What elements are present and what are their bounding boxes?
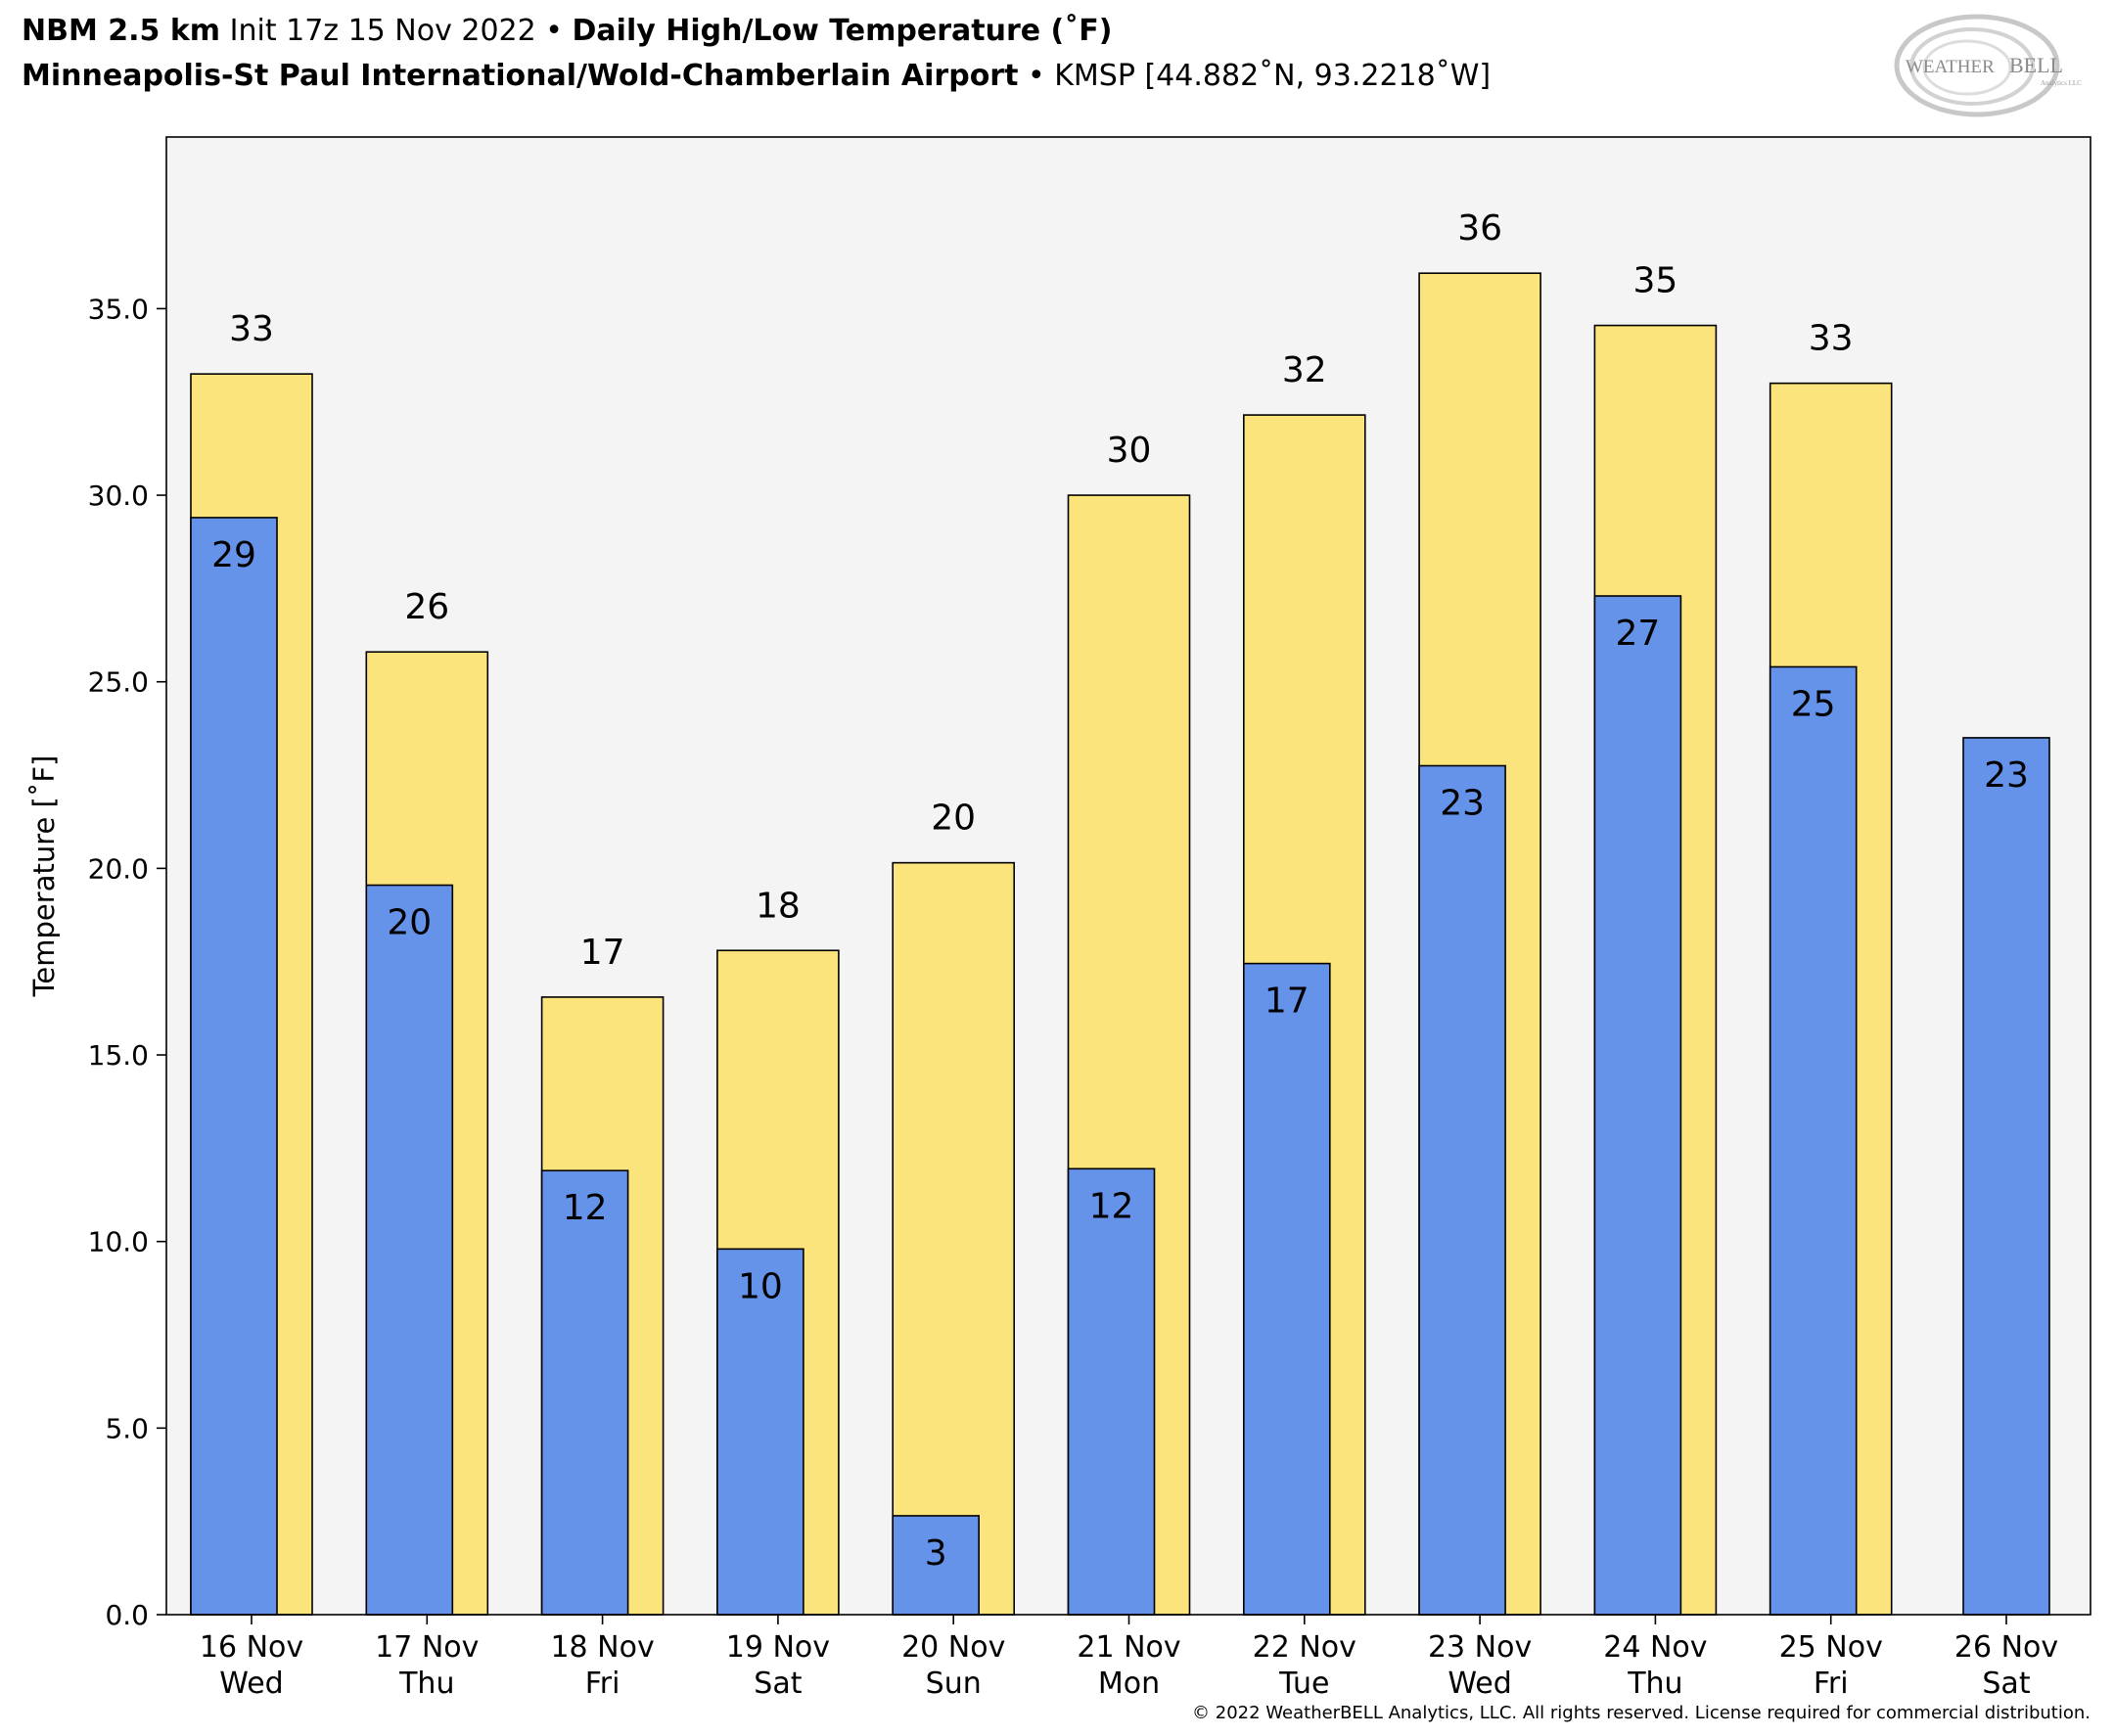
product-name: Daily High/Low Temperature (˚F) (572, 14, 1113, 48)
logo-text-left: WEATHER (1906, 57, 1995, 77)
high-bar (892, 861, 1016, 1616)
chart-title-line-1: NBM 2.5 km Init 17z 15 Nov 2022 • Daily … (22, 14, 1112, 48)
x-tick-date: 26 Nov (1954, 1630, 2058, 1665)
copyright-notice: © 2022 WeatherBELL Analytics, LLC. All r… (1192, 1703, 2091, 1723)
high-value-label: 18 (756, 886, 801, 926)
y-axis: 0.0 5.0 10.0 15.0 20.0 25.0 30.0 35.0 (88, 293, 166, 1631)
y-tick-label: 15.0 (88, 1039, 149, 1072)
high-value-label: 33 (229, 309, 274, 349)
y-axis-label: Temperature [˚F] (27, 755, 61, 998)
x-tick-date: 17 Nov (375, 1630, 479, 1665)
x-tick-date: 21 Nov (1077, 1630, 1180, 1665)
y-tick-label: 25.0 (88, 666, 149, 699)
y-tick-label: 0.0 (105, 1599, 149, 1631)
y-tick-label: 5.0 (105, 1412, 149, 1444)
y-tick-label: 20.0 (88, 852, 149, 885)
x-tick-weekday: Wed (1448, 1667, 1511, 1701)
low-value-label: 17 (1264, 982, 1310, 1022)
low-value-label: 20 (387, 903, 432, 943)
low-value-label: 12 (1089, 1186, 1134, 1226)
low-bar (892, 1515, 981, 1616)
x-tick-date: 16 Nov (200, 1630, 303, 1665)
low-bar (540, 1169, 629, 1616)
x-tick-weekday: Thu (398, 1667, 454, 1701)
x-tick-weekday: Sat (1982, 1667, 2030, 1701)
low-bar (1067, 1167, 1156, 1616)
low-bar (365, 884, 454, 1616)
model-name: NBM 2.5 km (22, 14, 221, 48)
high-value-label: 32 (1282, 350, 1327, 390)
low-value-label: 23 (1440, 784, 1485, 824)
low-value-label: 12 (563, 1188, 608, 1228)
high-value-label: 30 (1107, 431, 1152, 471)
high-value-label: 20 (931, 799, 976, 839)
low-bar (1243, 962, 1331, 1616)
data-labels: 33 26 17 18 20 30 32 36 35 33 29 20 12 10 3 12 17 23 27 25 2… (211, 208, 2029, 1574)
low-value-label: 29 (211, 535, 256, 575)
x-tick-date: 20 Nov (901, 1630, 1005, 1665)
x-tick-date: 25 Nov (1779, 1630, 1883, 1665)
y-tick-label: 30.0 (88, 480, 149, 512)
low-bar (190, 517, 278, 1616)
high-value-label: 26 (404, 587, 449, 627)
low-value-label: 23 (1984, 755, 2029, 796)
logo-subtext: Analytics LLC (2041, 79, 2082, 87)
low-value-label: 10 (738, 1266, 783, 1306)
high-value-label: 36 (1457, 208, 1502, 249)
low-value-label: 3 (925, 1533, 947, 1574)
station-bullet: • (1028, 59, 1045, 93)
station-name: Minneapolis-St Paul International/Wold-C… (22, 59, 1019, 93)
y-tick-label: 35.0 (88, 293, 149, 325)
high-value-label: 17 (580, 933, 625, 973)
x-tick-weekday: Tue (1278, 1667, 1329, 1701)
low-bar (1962, 737, 2050, 1616)
x-tick-weekday: Sat (754, 1667, 802, 1701)
x-tick-weekday: Fri (1814, 1667, 1849, 1701)
x-tick-date: 18 Nov (550, 1630, 654, 1665)
weatherbell-logo: WEATHER BELL Analytics LLC (1894, 14, 2082, 117)
y-tick-label: 10.0 (88, 1226, 149, 1258)
x-tick-date: 19 Nov (726, 1630, 830, 1665)
init-time: Init 17z 15 Nov 2022 (229, 14, 536, 48)
low-temperature-series (190, 517, 2050, 1616)
low-bar (1593, 595, 1682, 1616)
title-bullet: • (545, 14, 563, 48)
low-bar (716, 1248, 804, 1616)
station-code: KMSP [44.882˚N, 93.2218˚W] (1054, 59, 1492, 93)
low-value-label: 27 (1615, 614, 1660, 654)
logo-text-right: BELL (2009, 53, 2063, 77)
low-bar (1769, 665, 1858, 1616)
x-tick-date: 23 Nov (1428, 1630, 1532, 1665)
x-tick-weekday: Wed (219, 1667, 283, 1701)
x-tick-weekday: Sun (926, 1667, 982, 1701)
x-tick-date: 22 Nov (1253, 1630, 1356, 1665)
x-tick-date: 24 Nov (1603, 1630, 1707, 1665)
high-value-label: 35 (1632, 261, 1677, 301)
high-value-label: 33 (1809, 319, 1854, 359)
x-tick-weekday: Mon (1098, 1667, 1160, 1701)
x-tick-weekday: Fri (585, 1667, 620, 1701)
x-tick-weekday: Thu (1627, 1667, 1682, 1701)
chart-title-line-2: Minneapolis-St Paul International/Wold-C… (22, 59, 1491, 93)
low-value-label: 25 (1791, 684, 1836, 724)
low-bar (1418, 764, 1506, 1616)
